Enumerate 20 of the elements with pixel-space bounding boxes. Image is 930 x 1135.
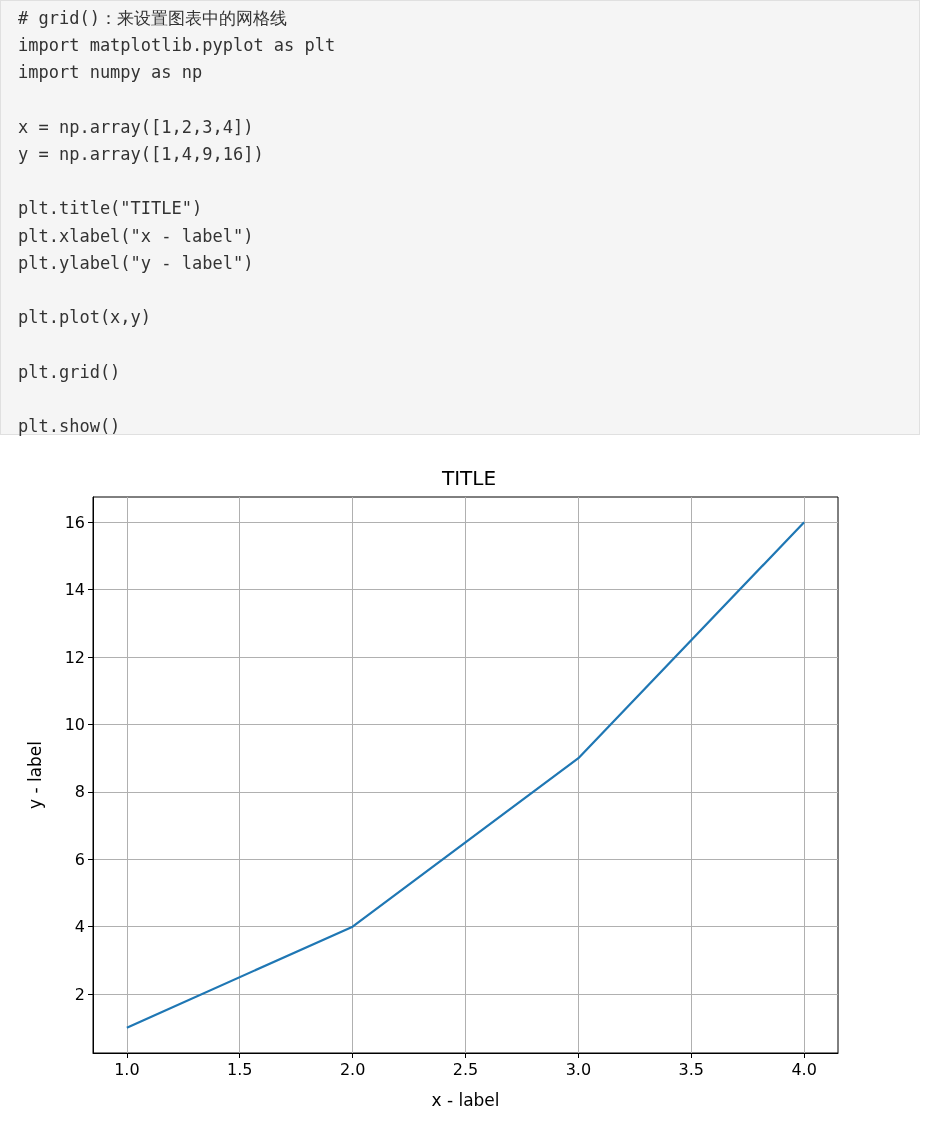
chart-title: TITLE (440, 466, 497, 490)
y-tick-label: 12 (64, 647, 85, 667)
line-series (125, 521, 806, 1029)
x-axis-title: x - label (431, 1089, 500, 1110)
x-tick-label: 1.0 (114, 1059, 140, 1079)
text: # grid()：来设置图表中的网格线 import matplotlib.pyplot as plt import numpy as np x = np.array([1,2,3,4]) y = np.array([1,4,9,16]) plt.title("TITLE") plt.xlabel("x - label") plt.ylabel("y - label") plt.plot(x,y) plt.grid() plt.show() (18, 8, 336, 437)
y-tick-label: 6 (74, 849, 85, 869)
y-axis-title: y - label (24, 740, 45, 810)
y-tick-label: 4 (74, 917, 85, 937)
x-tick-label: 1.5 (227, 1059, 253, 1079)
y-tick-label: 2 (74, 984, 85, 1004)
x-tick-label: 2.5 (452, 1059, 479, 1079)
y-tick-label: 16 (64, 512, 85, 532)
y-tick-label: 10 (64, 714, 85, 734)
x-tick-label: 3.5 (678, 1059, 704, 1079)
x-tick-label: 3.0 (565, 1059, 592, 1079)
x-tick-label: 4.0 (791, 1059, 817, 1079)
x-tick-label: 2.0 (339, 1059, 366, 1079)
y-tick-label: 8 (74, 782, 85, 802)
y-tick-label: 14 (64, 580, 85, 600)
